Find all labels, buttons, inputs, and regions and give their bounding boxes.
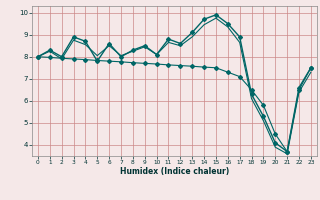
X-axis label: Humidex (Indice chaleur): Humidex (Indice chaleur) <box>120 167 229 176</box>
